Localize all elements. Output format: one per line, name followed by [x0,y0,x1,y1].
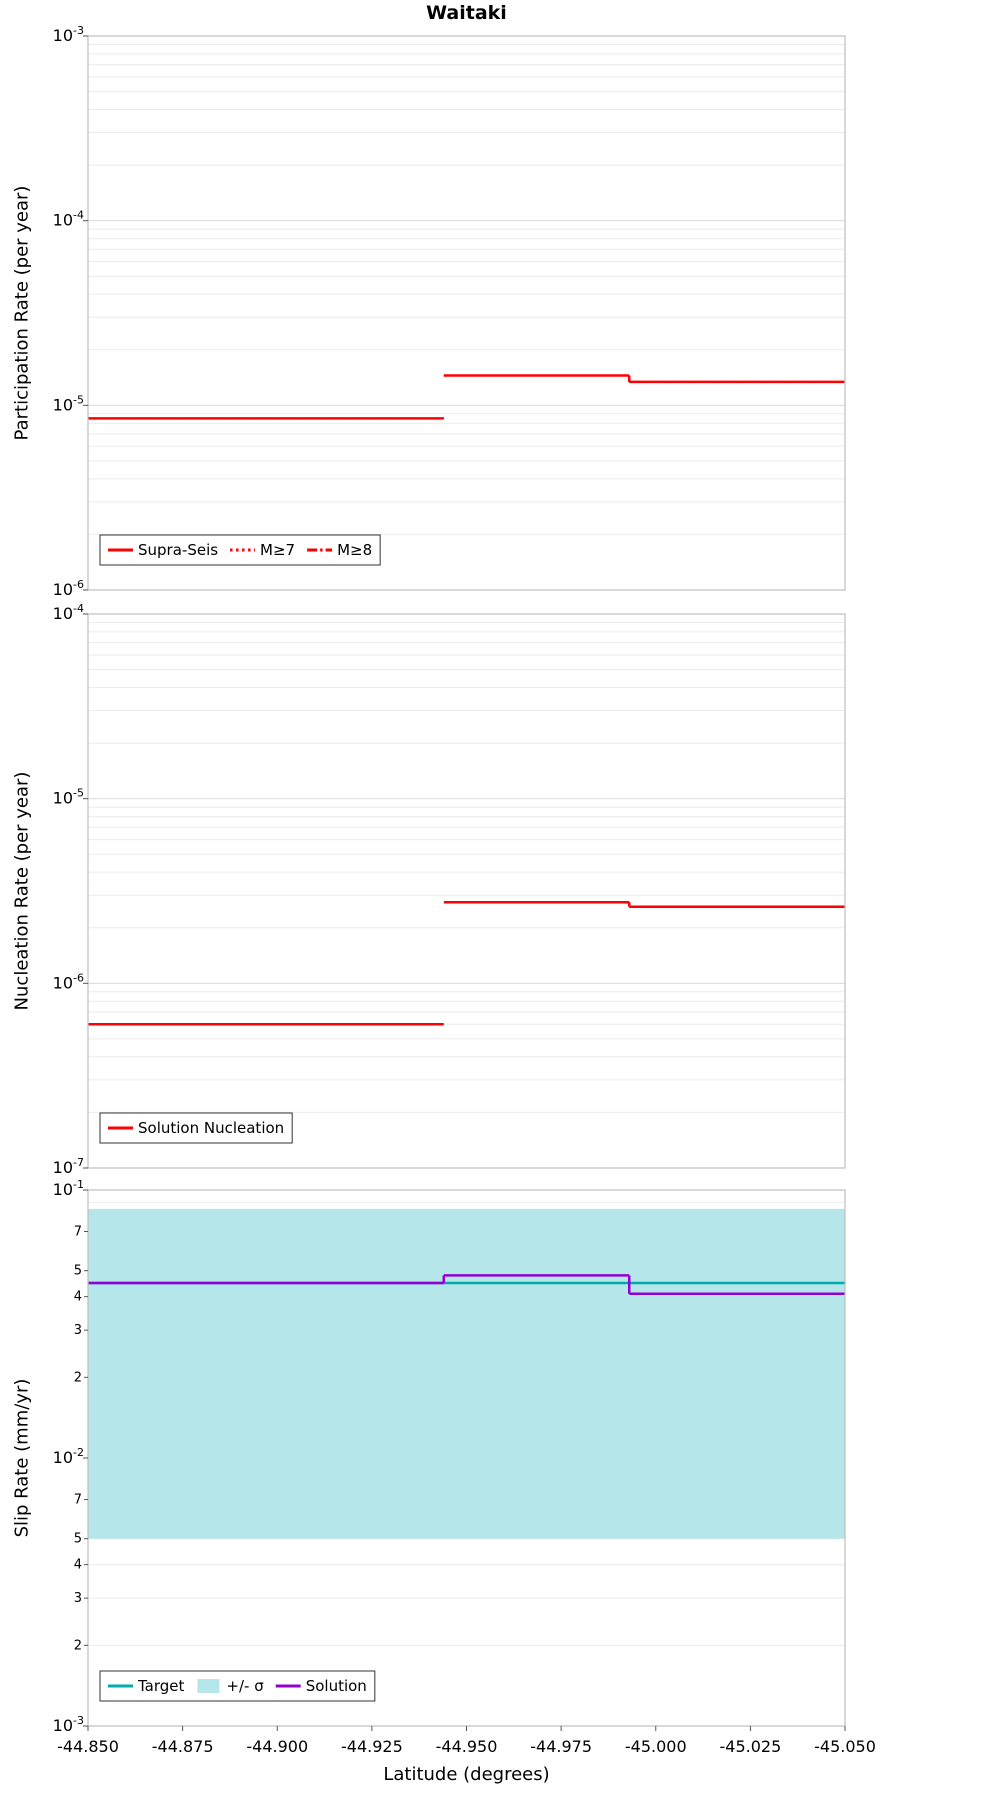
y-tick-label: 10-3 [53,1714,84,1735]
y-minor-tick-label: 4 [74,1290,82,1305]
y-tick-label: 10-6 [53,971,84,992]
x-tick-label: -44.875 [152,1737,214,1756]
panel-nucleation: 10-4 10-5 10-6 10-7 Solution Nucleation [53,602,846,1177]
legend-label: M≥7 [260,541,295,559]
x-tick-label: -44.925 [341,1737,403,1756]
y-tick-label: 10-3 [53,24,84,45]
y-minor-tick-label: 5 [74,1264,82,1279]
y-minor-tick-label: 2 [74,1370,82,1385]
x-tick-label: -44.900 [246,1737,308,1756]
y-minor-tick-label: 4 [74,1558,82,1573]
y-minor-tick-label: 3 [74,1323,82,1338]
x-tick-label: -44.950 [436,1737,498,1756]
series-solution [88,1274,845,1296]
x-tick-label: -45.000 [625,1737,687,1756]
x-tick-label: -44.975 [530,1737,592,1756]
y-minor-tick-label: 3 [74,1591,82,1606]
legend-swatch [197,1679,220,1693]
legend-label: M≥8 [337,541,372,559]
legend-slip: Target +/- σ Solution [99,1670,376,1702]
legend-nucleation: Solution Nucleation [99,1112,293,1144]
chart-title: Waitaki [426,2,507,24]
panel-frame [87,35,846,591]
series-m-7 [88,374,845,420]
y-tick-label: 10-4 [53,209,84,230]
y-minor-tick-label: 2 [74,1638,82,1653]
panel-participation: 10-3 10-4 10-5 10-6 Supra-Seis M≥7 M≥8 [53,24,846,599]
legend-label: Supra-Seis [138,541,218,559]
legend-label: Solution [306,1677,367,1695]
x-tick-label: -45.025 [719,1737,781,1756]
y-tick-label: 10-1 [53,1178,84,1199]
legend-label: Solution Nucleation [138,1119,284,1137]
y-minor-tick-label: 5 [74,1532,82,1547]
y-tick-label: 10-5 [53,787,84,808]
y-tick-label: 10-6 [53,578,84,599]
y-tick-label: 10-7 [53,1156,84,1177]
sigma-band [88,1208,845,1539]
panel-frame [87,613,846,1169]
legend-participation: Supra-Seis M≥7 M≥8 [99,534,381,566]
y-tick-label: 10-2 [53,1446,84,1467]
y-tick-label: 10-4 [53,602,84,623]
x-tick-label: -45.050 [814,1737,876,1756]
panel-slip: 10-1 10-2 10-3 7 5 4 3 2 7 5 4 3 2 -44.850 -44.875 -44.… [53,1178,876,1756]
series-solution-nucleation [88,900,845,1026]
legend-label: Target [137,1677,185,1695]
y-tick-label: 10-5 [53,393,84,414]
x-tick-label: -44.850 [57,1737,119,1756]
x-axis-label: Latitude (degrees) [383,1764,550,1785]
y-minor-tick-label: 7 [74,1225,82,1240]
legend-label: +/- σ [226,1677,264,1695]
y-minor-tick-label: 7 [74,1493,82,1508]
